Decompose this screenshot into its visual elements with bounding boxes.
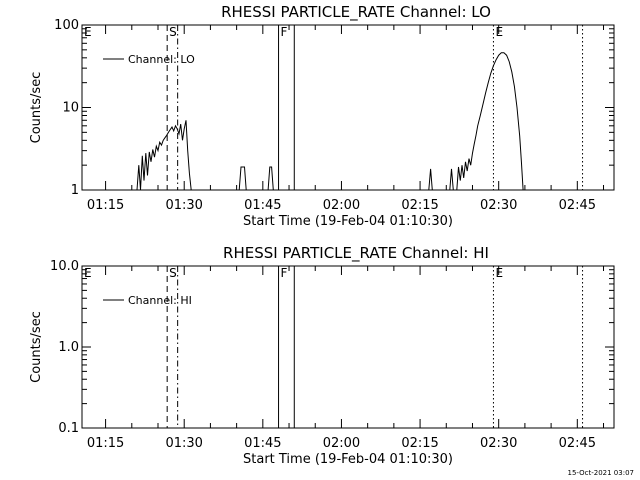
y-tick-label: 100 (54, 18, 79, 33)
x-tick-label: 01:30 (165, 198, 202, 213)
x-tick-label: 02:30 (480, 436, 517, 451)
y-tick-label: 1 (71, 183, 79, 198)
y-axis-label: Counts/sec (29, 311, 44, 383)
y-axis-label: Counts/sec (29, 72, 44, 144)
event-marker-label: S (169, 266, 177, 280)
legend-label: Channel: LO (128, 53, 195, 66)
y-tick-label: 10 (62, 101, 79, 116)
y-tick-label: 0.1 (58, 421, 79, 436)
event-marker-label: F (281, 266, 288, 280)
x-tick-label: 01:45 (244, 198, 281, 213)
event-marker-label: E (495, 266, 503, 280)
y-tick-label: 10.0 (50, 259, 79, 274)
x-axis-label: Start Time (19-Feb-04 01:10:30) (243, 214, 453, 229)
timestamp-footer: 15-Oct-2021 03:07 (567, 469, 634, 477)
event-marker-label: E (495, 25, 503, 39)
legend-label: Channel: HI (128, 294, 192, 307)
x-axis-label: Start Time (19-Feb-04 01:10:30) (243, 452, 453, 467)
chart-title: RHESSI PARTICLE_RATE Channel: LO (221, 3, 491, 22)
x-tick-label: 02:45 (559, 198, 596, 213)
series-line (136, 52, 524, 191)
x-tick-label: 02:45 (559, 436, 596, 451)
x-tick-label: 02:00 (323, 436, 360, 451)
x-tick-label: 01:15 (87, 198, 124, 213)
chart-title: RHESSI PARTICLE_RATE Channel: HI (223, 244, 489, 263)
x-tick-label: 01:15 (87, 436, 124, 451)
plot-frame (81, 265, 615, 429)
x-tick-label: 02:00 (323, 198, 360, 213)
event-marker-label: F (281, 25, 288, 39)
x-tick-label: 01:45 (244, 436, 281, 451)
event-marker-label: S (169, 25, 177, 39)
event-marker-label: E (84, 266, 92, 280)
y-tick-label: 1.0 (58, 340, 79, 355)
event-marker-label: E (84, 25, 92, 39)
plot-frame (81, 24, 615, 191)
x-tick-label: 02:15 (401, 436, 438, 451)
x-tick-label: 02:15 (401, 198, 438, 213)
x-tick-label: 01:30 (165, 436, 202, 451)
x-tick-label: 02:30 (480, 198, 517, 213)
